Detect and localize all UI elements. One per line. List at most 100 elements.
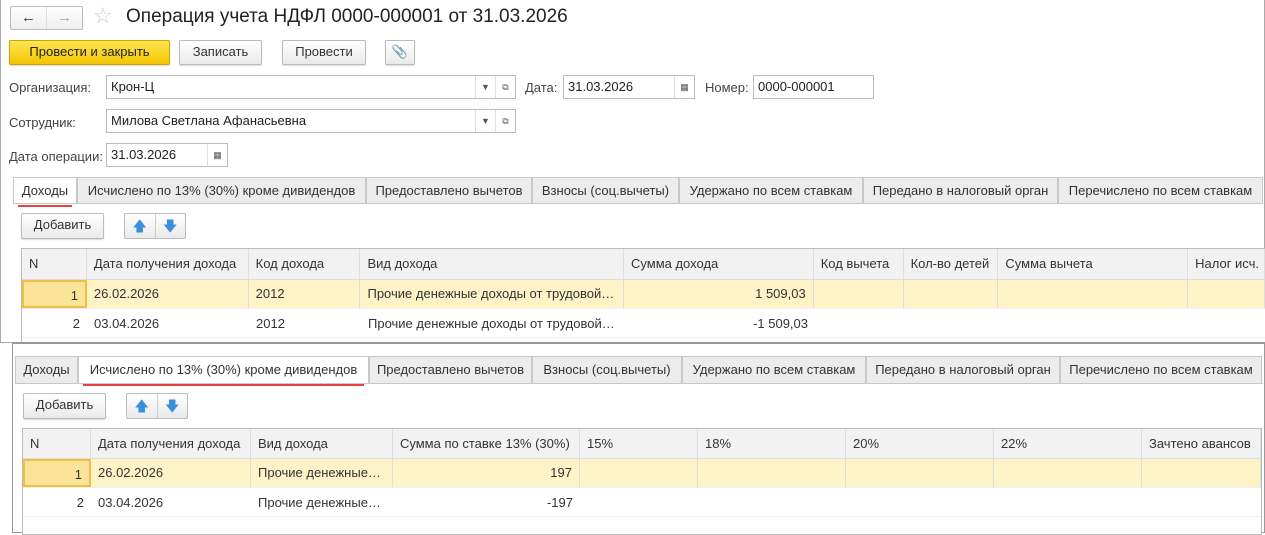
tab-transferred[interactable]: Передано в налоговый орган (863, 177, 1058, 204)
tab-income[interactable]: Доходы (15, 356, 78, 383)
nav-buttons: ← → (10, 6, 83, 30)
number-label: Номер: (705, 80, 749, 95)
date-field[interactable]: 31.03.2026 ▦ (563, 75, 695, 99)
favorite-star-icon[interactable]: ☆ (93, 3, 113, 28)
tab-paid[interactable]: Перечислено по всем ставкам (1058, 177, 1263, 204)
cell-deduction-code (814, 280, 904, 308)
col-code[interactable]: Код дохода (249, 249, 361, 279)
cell-n: 2 (72, 316, 80, 331)
date-value: 31.03.2026 (568, 79, 634, 94)
cell-sum-13: -197 (546, 495, 573, 510)
col-22[interactable]: 22% (994, 429, 1142, 458)
col-children[interactable]: Кол-во детей (904, 249, 999, 279)
cell-type: Прочие денежные… (251, 459, 393, 487)
document-form: ← → ☆ Операция учета НДФЛ 0000-000001 от… (0, 0, 1265, 343)
tab-divider (15, 383, 1263, 384)
col-advances[interactable]: Зачтено авансов (1142, 429, 1261, 458)
tab-bar: Доходы Исчислено по 13% (30%) кроме диви… (13, 177, 1263, 207)
employee-field[interactable]: Милова Светлана Афанасьевна ▼ ⧉ (106, 109, 516, 133)
col-date[interactable]: Дата получения дохода (87, 249, 249, 279)
move-up-icon[interactable]: 🡅 (132, 218, 147, 234)
post-and-close-button[interactable]: Провести и закрыть (9, 40, 170, 65)
col-deduction-sum[interactable]: Сумма вычета (998, 249, 1189, 279)
calculated-panel: Доходы Исчислено по 13% (30%) кроме диви… (12, 342, 1265, 535)
calculated-table: N Дата получения дохода Вид дохода Сумма… (22, 428, 1262, 535)
table-row[interactable]: 1 26.02.2026 2012 Прочие денежные доходы… (22, 280, 1265, 309)
col-deduction-code[interactable]: Код вычета (814, 249, 904, 279)
move-up-icon[interactable]: 🡅 (134, 398, 149, 414)
tab-deductions[interactable]: Предоставлено вычетов (369, 356, 532, 383)
col-n[interactable]: N (22, 249, 87, 279)
tab-label: Исчислено по 13% (30%) кроме дивидендов (89, 362, 358, 377)
cell-advances (1142, 459, 1261, 487)
open-icon[interactable]: ⧉ (495, 110, 515, 132)
cell-n: 1 (22, 280, 87, 308)
cell-n: 1 (23, 459, 91, 487)
col-type[interactable]: Вид дохода (360, 249, 625, 279)
income-table: N Дата получения дохода Код дохода Вид д… (21, 248, 1265, 343)
move-buttons: 🡅 🡇 (124, 213, 186, 239)
org-label: Организация: (9, 80, 92, 95)
tab-bar: Доходы Исчислено по 13% (30%) кроме диви… (15, 356, 1262, 386)
opdate-value: 31.03.2026 (111, 147, 177, 162)
table-row[interactable]: 2 03.04.2026 2012 Прочие денежные доходы… (22, 309, 1265, 338)
dropdown-icon[interactable]: ▼ (475, 76, 495, 98)
col-18[interactable]: 18% (698, 429, 846, 458)
col-sum[interactable]: Сумма дохода (624, 249, 814, 279)
add-button[interactable]: Добавить (23, 393, 106, 419)
calendar-icon[interactable]: ▦ (674, 76, 694, 98)
cell-sum: 1 509,03 (624, 280, 814, 308)
col-20[interactable]: 20% (846, 429, 994, 458)
date-label: Дата: (525, 80, 558, 95)
tab-transferred[interactable]: Передано в налоговый орган (866, 356, 1060, 383)
cell-date: 26.02.2026 (87, 280, 249, 308)
cell-20 (846, 459, 994, 487)
table-row[interactable]: 1 26.02.2026 Прочие денежные… 197 (23, 459, 1261, 488)
tab-income[interactable]: Доходы (13, 177, 77, 207)
move-down-icon[interactable]: 🡇 (156, 394, 188, 418)
org-field[interactable]: Крон-Ц ▼ ⧉ (106, 75, 516, 99)
col-n[interactable]: N (23, 429, 91, 458)
dropdown-icon[interactable]: ▼ (475, 110, 495, 132)
employee-label: Сотрудник: (9, 115, 76, 130)
attach-button[interactable]: 📎 (385, 40, 415, 65)
table-header: N Дата получения дохода Код дохода Вид д… (22, 249, 1265, 280)
open-icon[interactable]: ⧉ (495, 76, 515, 98)
tab-withheld[interactable]: Удержано по всем ставкам (682, 356, 866, 383)
calendar-icon[interactable]: ▦ (207, 144, 227, 166)
opdate-label: Дата операции: (9, 149, 103, 164)
cell-n: 2 (76, 495, 84, 510)
table-row[interactable]: 2 03.04.2026 Прочие денежные… -197 (23, 488, 1261, 517)
tab-contributions[interactable]: Взносы (соц.вычеты) (532, 177, 679, 204)
move-down-icon[interactable]: 🡇 (154, 214, 186, 238)
cell-date: 03.04.2026 (98, 495, 164, 510)
post-button[interactable]: Провести (282, 40, 366, 65)
tab-calculated[interactable]: Исчислено по 13% (30%) кроме дивидендов (77, 177, 366, 204)
back-arrow-icon[interactable]: ← (21, 9, 36, 26)
tab-deductions[interactable]: Предоставлено вычетов (366, 177, 532, 204)
window-title: Операция учета НДФЛ 0000-000001 от 31.03… (126, 6, 568, 27)
tab-calculated[interactable]: Исчислено по 13% (30%) кроме дивидендов (78, 356, 369, 386)
tab-paid[interactable]: Перечислено по всем ставкам (1060, 356, 1262, 383)
move-buttons: 🡅 🡇 (126, 393, 188, 419)
opdate-field[interactable]: 31.03.2026 ▦ (106, 143, 228, 167)
cell-code: 2012 (249, 280, 361, 308)
cell-code: 2012 (256, 316, 285, 331)
save-button[interactable]: Записать (179, 40, 262, 65)
tab-withheld[interactable]: Удержано по всем ставкам (679, 177, 863, 204)
tab-contributions[interactable]: Взносы (соц.вычеты) (532, 356, 682, 383)
col-15[interactable]: 15% (580, 429, 698, 458)
org-value: Крон-Ц (111, 79, 155, 94)
col-tax[interactable]: Налог исч. (1188, 249, 1265, 279)
cell-tax (1188, 280, 1265, 308)
cell-type: Прочие денежные доходы от трудовой… (368, 316, 615, 331)
cell-deduction-sum (998, 280, 1189, 308)
col-sum-13[interactable]: Сумма по ставке 13% (30%) (393, 429, 580, 458)
col-date[interactable]: Дата получения дохода (91, 429, 251, 458)
add-button[interactable]: Добавить (21, 213, 104, 239)
forward-arrow-icon[interactable]: → (46, 7, 82, 29)
cell-18 (698, 459, 846, 487)
number-field[interactable]: 0000-000001 (753, 75, 874, 99)
tab-divider (13, 203, 1263, 204)
col-type[interactable]: Вид дохода (251, 429, 393, 458)
